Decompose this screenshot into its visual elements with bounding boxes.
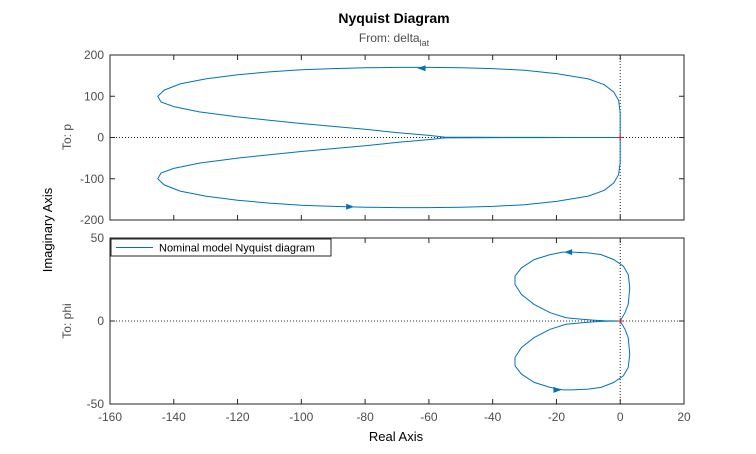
- legend-box: [110, 238, 332, 257]
- x-tick-labels: -160 -140 -120 -100 -80 -60 -40 -20 0 20: [98, 410, 691, 424]
- panel-2-y-tick-label: 0: [97, 314, 104, 328]
- panel-1-y-tick-label: 200: [84, 48, 104, 62]
- x-tick-label: 0: [617, 410, 624, 424]
- x-tick-label: -20: [548, 410, 566, 424]
- panel-2-frame: [109, 237, 685, 405]
- subtitle-text: From: delta: [359, 31, 420, 45]
- x-tick-label: -140: [162, 410, 186, 424]
- panel-1-row-label: To: p: [60, 124, 74, 150]
- x-tick-label: -100: [289, 410, 313, 424]
- x-tick-label: -80: [356, 410, 374, 424]
- panel-2-arrow-1: [564, 249, 573, 256]
- x-tick-label: -160: [98, 410, 122, 424]
- x-axis-label: Real Axis: [369, 429, 424, 444]
- panel-2-y-tick-label: -50: [87, 397, 105, 411]
- chart-title: Nyquist Diagram: [338, 10, 449, 26]
- y-axis-label: Imaginary Axis: [40, 187, 55, 272]
- panel-1-y-tick-label: -100: [80, 172, 104, 186]
- panel-1-arrow-1: [417, 65, 426, 72]
- panel-2-phi: 50 0 -50: [87, 231, 685, 411]
- panel-1-p: 200 100 0 -100 -200: [80, 48, 685, 227]
- legend-entry: Nominal model Nyquist diagram: [159, 243, 315, 255]
- panel-2-arrow-2: [553, 386, 562, 393]
- subtitle-subscript: lat: [420, 38, 430, 48]
- x-tick-label: -120: [226, 410, 250, 424]
- panel-2-row-label: To: phi: [60, 303, 74, 338]
- legend: Nominal model Nyquist diagram: [110, 238, 332, 257]
- panel-1-y-tick-label: 0: [97, 131, 104, 145]
- x-tick-label: -40: [484, 410, 502, 424]
- panel-1-y-tick-label: 100: [84, 89, 104, 103]
- panel-1-arrow-2: [346, 203, 355, 210]
- x-tick-label: 20: [677, 410, 691, 424]
- x-tick-label: -60: [420, 410, 438, 424]
- chart-subtitle: From: deltalat: [359, 31, 430, 48]
- panel-2-y-tick-label: 50: [91, 231, 105, 245]
- panel-1-y-tick-label: -200: [80, 213, 104, 227]
